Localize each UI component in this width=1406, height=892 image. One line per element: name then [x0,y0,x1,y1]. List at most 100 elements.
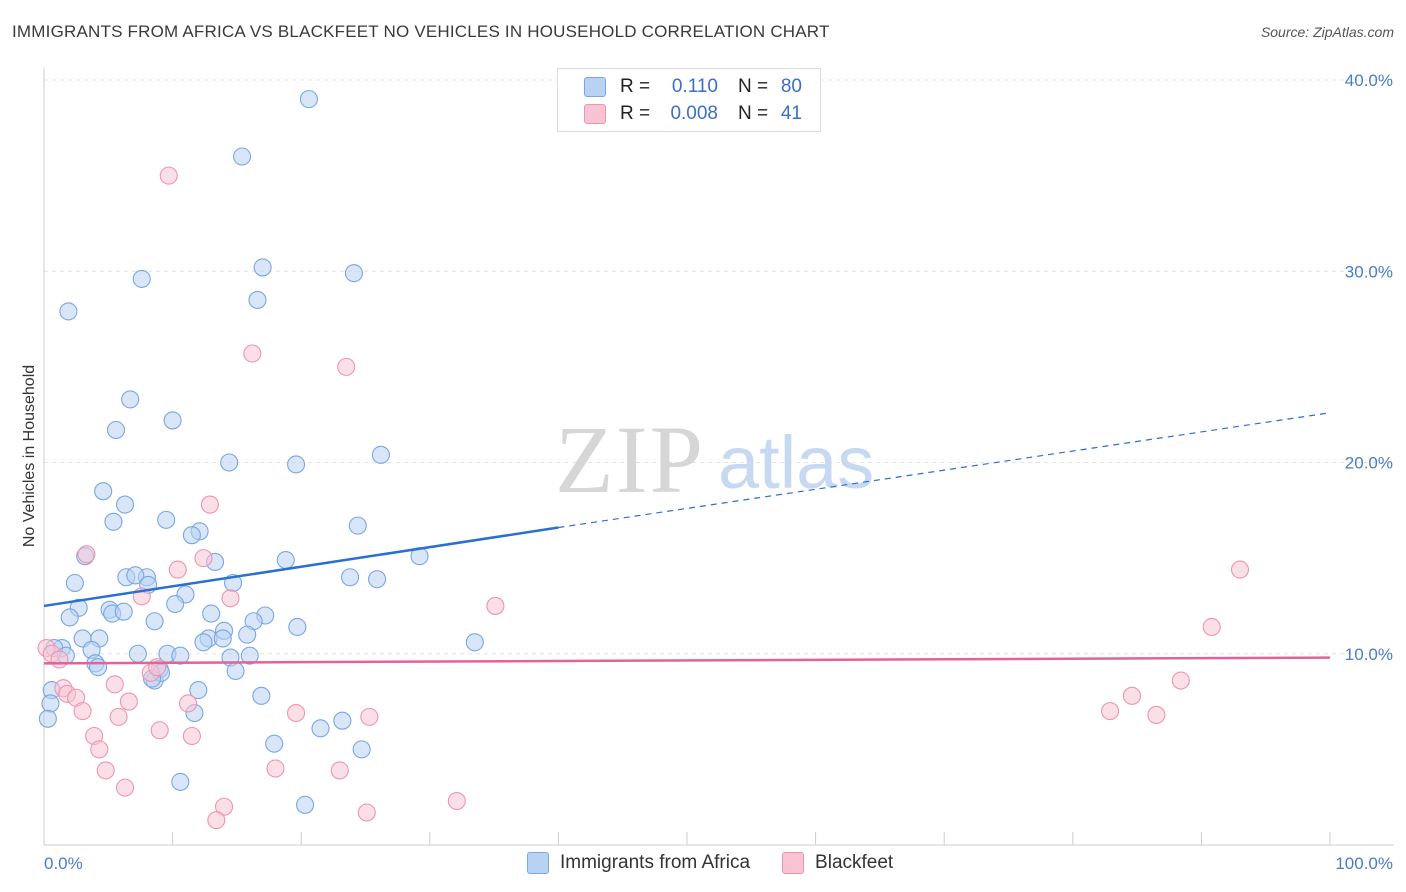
blackfeet-point [1230,560,1250,579]
blackfeet-point [77,545,96,564]
africa-point [157,510,176,529]
africa-point [114,602,133,621]
africa-point [341,568,360,587]
africa-point [253,258,272,277]
africa-point [94,482,113,501]
blackfeet-point [90,740,109,759]
africa-point [145,612,164,631]
africa-point [368,570,387,589]
legend-r-value-blackfeet: 0.008 [670,103,718,124]
blackfeet-point [168,560,187,579]
blackfeet-point [337,357,356,376]
africa-point [296,795,315,814]
blackfeet-point [96,761,115,780]
points-layer [37,90,1250,830]
africa-point [171,772,190,791]
legend-n-label: N = [738,103,769,124]
africa-point [311,719,330,738]
blackfeet-point [159,166,178,185]
series-legend: Immigrants from Africa Blackfeet [527,852,925,874]
africa-point [299,90,318,109]
legend-swatch-blackfeet [584,104,606,124]
watermark-zip: ZIP [555,406,705,513]
legend-n-label: N = [738,76,769,97]
africa-trend-extension [558,412,1331,529]
africa-point [126,566,145,585]
africa-point [352,740,371,759]
africa-point [465,633,484,652]
africa-trend-line [43,526,559,608]
series-swatch-blackfeet [782,852,805,874]
blackfeet-point [73,702,92,721]
blackfeet-point [148,658,167,677]
africa-point [65,573,84,593]
series-label-africa: Immigrants from Africa [560,852,751,873]
africa-point [38,709,57,728]
blackfeet-point [266,759,285,778]
blackfeet-point [447,791,466,811]
y-axis-title: No Vehicles in Household [21,365,38,547]
africa-point [182,526,201,545]
africa-point [163,411,182,430]
series-legend-item-africa: Immigrants from Africa [527,852,750,874]
africa-point [240,646,259,665]
chart-title: IMMIGRANTS FROM AFRICA VS BLACKFEET NO V… [12,22,830,41]
blackfeet-point [200,495,219,514]
series-legend-item-blackfeet: Blackfeet [782,852,893,874]
africa-point [60,608,79,627]
blackfeet-point [194,549,213,568]
africa-point [88,658,108,677]
blackfeet-point [357,803,376,822]
africa-point [128,644,147,663]
watermark: ZIP atlas [555,406,874,513]
blackfeet-point [221,589,240,608]
source-label: Source: ZipAtlas.com [1260,24,1394,40]
blackfeet-trend-line [43,656,1331,665]
blackfeet-point [1101,702,1120,721]
blackfeet-point [330,761,349,780]
blackfeet-point [109,707,128,726]
blackfeet-point [287,703,306,723]
africa-point [371,445,390,464]
africa-point [166,594,185,614]
legend-n-value-africa: 80 [780,76,802,97]
africa-point [194,633,213,652]
legend-r-label: R = [620,103,651,124]
series-label-blackfeet: Blackfeet [815,852,894,873]
africa-point [171,646,190,665]
legend-n-value-blackfeet: 41 [780,103,802,124]
africa-point [202,604,221,623]
grid-layer [44,79,1394,655]
africa-point [226,661,245,681]
africa-point [41,694,60,713]
blackfeet-point [119,692,138,711]
africa-point [59,302,78,321]
blackfeet-point [115,778,135,797]
africa-point [132,269,151,288]
blackfeet-point [1147,705,1166,725]
watermark-atlas: atlas [718,421,874,504]
africa-point [232,147,252,166]
africa-point [252,686,271,705]
correlation-legend: R = 0.110 N = 80 R = 0.008 N = 41 [557,68,821,132]
legend-swatch-africa [584,77,606,97]
africa-point [104,512,123,531]
blackfeet-point [1122,686,1142,705]
series-swatch-africa [527,852,549,874]
blackfeet-point [243,344,262,363]
legend-r-value-africa: 0.110 [671,76,718,97]
africa-point [288,617,307,637]
africa-point [248,290,267,309]
legend-row-blackfeet: R = 0.008 N = 41 [584,102,802,126]
blackfeet-point [178,694,198,713]
africa-point [287,455,306,474]
legend-row-africa: R = 0.110 N = 80 [584,75,802,99]
trend-layer [43,412,1331,665]
y-tick-label: 30.0% [1345,262,1393,281]
blackfeet-point [1202,617,1221,637]
blackfeet-point [182,726,201,746]
y-tick-label: 20.0% [1345,454,1393,473]
tick-layer: 10.0% 20.0% 30.0% 40.0% 0.0% 100.0% [43,71,1393,873]
africa-point [276,550,295,570]
